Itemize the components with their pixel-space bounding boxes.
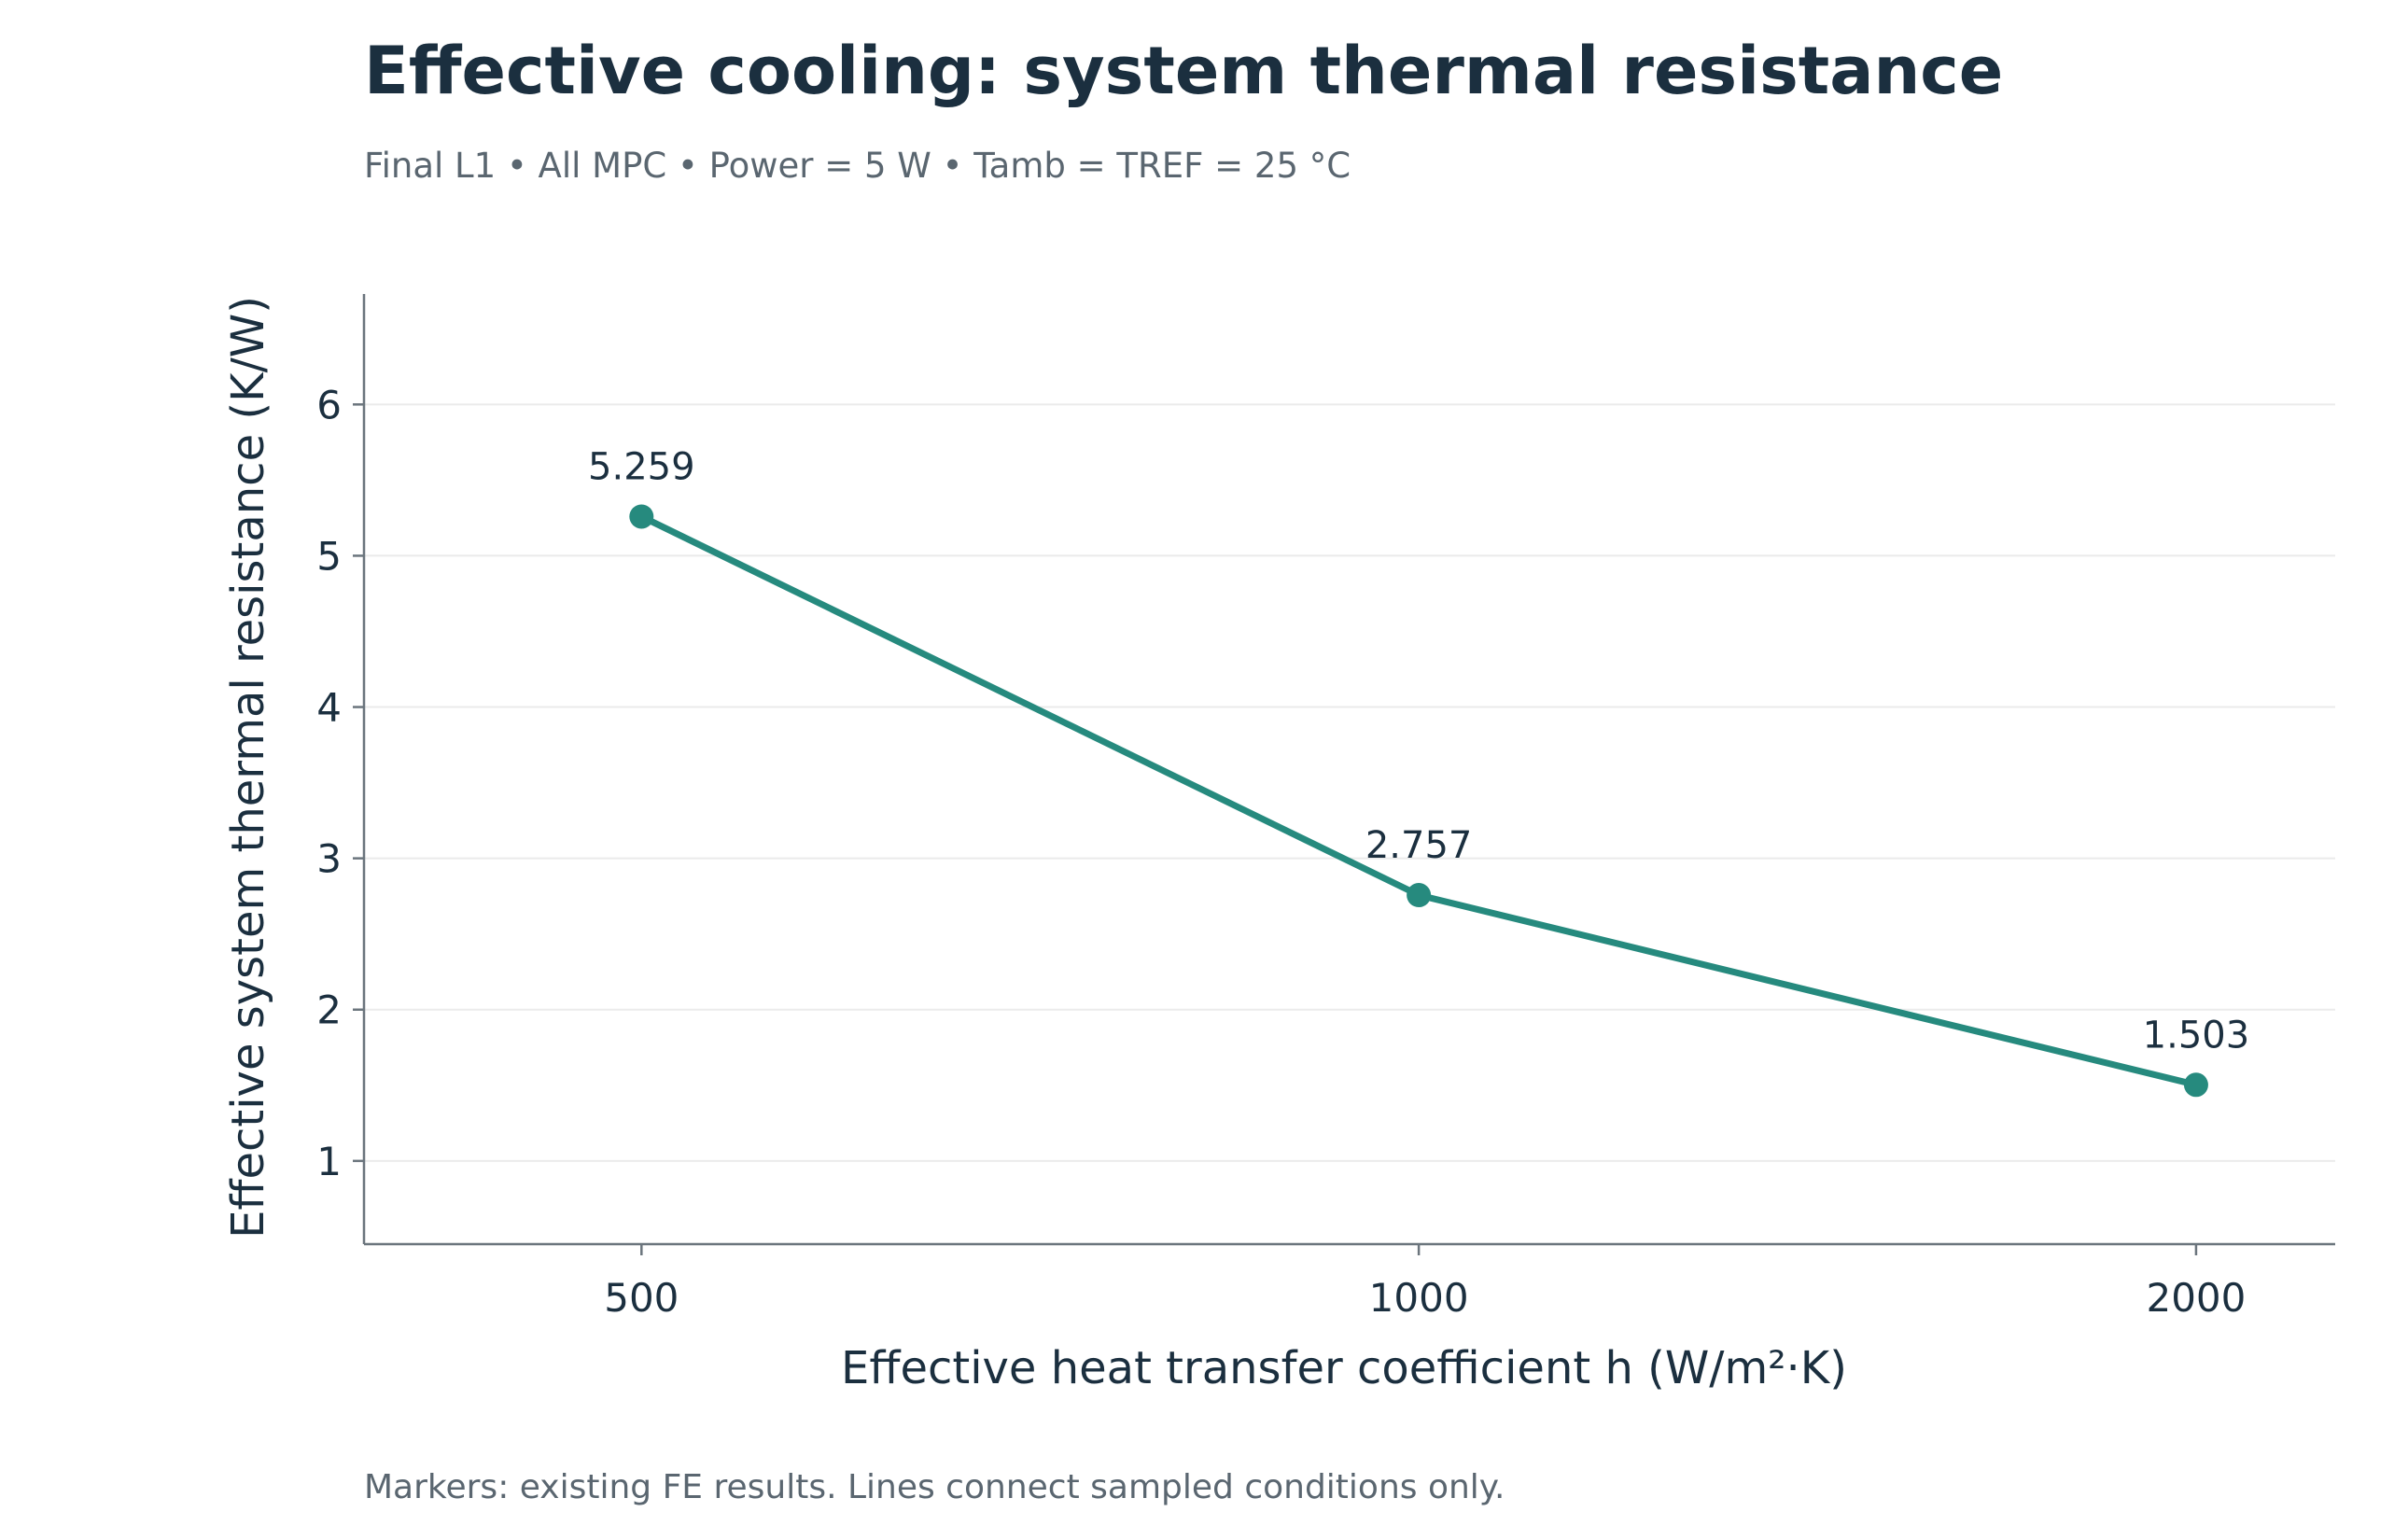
data-point [2183, 1072, 2208, 1098]
data-point [1407, 883, 1432, 908]
y-tick-label: 1 [316, 1139, 342, 1184]
axes [362, 294, 2335, 1246]
x-tick-label: 1000 [1369, 1275, 1469, 1321]
series-group: 5.259 2.757 1.503 [588, 445, 2250, 1098]
chart-title: Effective cooling: system thermal resist… [364, 33, 2003, 109]
y-tick-label: 3 [316, 836, 342, 882]
y-axis-ticks: 1 2 3 4 5 6 [316, 382, 364, 1184]
y-tick-label: 5 [316, 533, 342, 579]
x-axis-ticks: 500 1000 2000 [604, 1244, 2246, 1321]
series-line [637, 512, 2200, 1088]
y-tick-label: 6 [316, 382, 342, 427]
chart-footnote: Markers: existing FE results. Lines conn… [364, 1468, 1505, 1506]
data-label: 1.503 [2143, 1014, 2250, 1057]
y-axis-label: Effective system thermal resistance (K/W… [222, 296, 274, 1239]
data-label: 5.259 [588, 445, 695, 488]
x-tick-label: 500 [604, 1275, 679, 1321]
y-tick-label: 4 [316, 685, 342, 731]
chart-subtitle: Final L1 • All MPC • Power = 5 W • Tamb … [364, 146, 1351, 186]
x-axis-label: Effective heat transfer coefficient h (W… [841, 1342, 1847, 1394]
x-tick-label: 2000 [2146, 1275, 2246, 1321]
data-label: 2.757 [1365, 824, 1473, 867]
data-point [629, 504, 654, 529]
y-tick-label: 2 [316, 987, 342, 1033]
